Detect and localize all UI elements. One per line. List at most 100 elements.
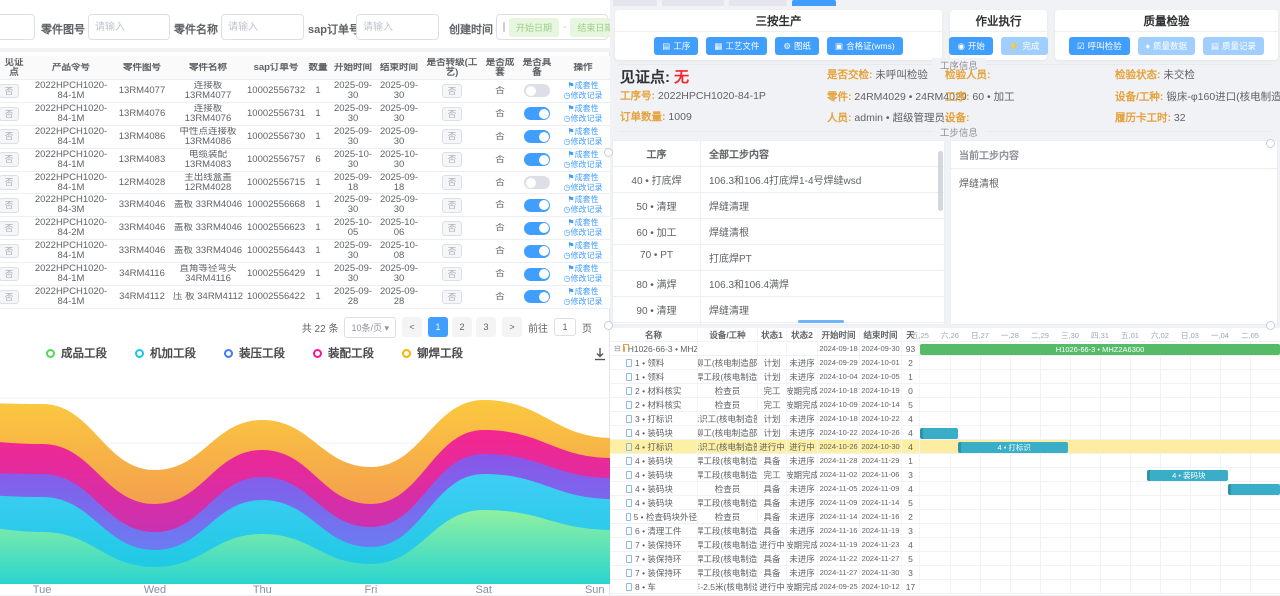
modify-record-link[interactable]: ◷修改记录 — [563, 228, 603, 238]
suite-link[interactable]: ⚑成套性 — [567, 218, 599, 228]
table-row[interactable]: 否 2022HPCH1020-84-3M 33RM4046 盖板 33RM4046 10… — [0, 194, 610, 218]
step-row[interactable]: 60 • 加工 焊缝清根 — [613, 219, 944, 245]
row-toggle[interactable] — [524, 130, 550, 144]
sap-order-input[interactable] — [356, 14, 439, 40]
gantt-row[interactable]: 5 • 检查码块外径 检查员 具备 未进序 2024-11-14 2024-11-16 2 — [610, 510, 1280, 524]
row-toggle[interactable] — [524, 176, 550, 189]
row-toggle[interactable] — [524, 267, 550, 281]
step-row[interactable]: 100 • 检查1-4号焊缝目视检查 — [613, 323, 944, 324]
legend-item[interactable]: 成品工段 — [46, 345, 107, 361]
part-name-input[interactable] — [221, 14, 304, 40]
gantt-row[interactable]: 7 • 装保持环 铆焊工段(核电制造部)具备未进序2024-11-222024-1… — [610, 552, 1280, 566]
table-row[interactable]: 否 2022HPCH1020-84-1M 13RM4076 连接板 13RM4076 1… — [0, 102, 610, 126]
prev-page-button[interactable]: < — [402, 317, 422, 337]
gantt-row[interactable]: 7 • 装保持环 铆焊工段(核电制造部)具备未进序2024-11-272024-1… — [610, 566, 1280, 580]
gantt-row[interactable]: 7 • 装保持环 铆焊工段(核电制造部)进行中按期完成2024-11-192024… — [610, 538, 1280, 552]
suite-link[interactable]: ⚑成套性 — [567, 286, 599, 296]
gantt-row[interactable]: 4 • 装码块 检查员 具备 未进序 2024-11-05 2024-11-09 4 — [610, 482, 1280, 496]
top-tab[interactable] — [662, 0, 724, 6]
modify-record-link[interactable]: ◷修改记录 — [563, 274, 603, 284]
modify-record-link[interactable]: ◷修改记录 — [563, 182, 603, 192]
suite-link[interactable]: ⚑成套性 — [567, 264, 599, 274]
end-date-placeholder[interactable]: 结束日期 — [570, 17, 621, 37]
legend-item[interactable]: 装配工段 — [313, 345, 374, 361]
modify-record-link[interactable]: ◷修改记录 — [563, 159, 603, 169]
modify-record-link[interactable]: ◷修改记录 — [563, 90, 603, 100]
page-button-3[interactable]: 3 — [476, 317, 496, 337]
create-time-range-picker[interactable]: 开始日期 - 结束日期 — [496, 14, 621, 40]
resize-handle[interactable] — [604, 321, 613, 330]
row-toggle[interactable] — [524, 107, 550, 121]
suite-link[interactable]: ⚑成套性 — [567, 103, 599, 113]
gantt-row[interactable]: 8 • 车 立车-2.5米(核电制造部)进行中按期完成2024-09-252024… — [610, 580, 1280, 594]
gantt-bar[interactable]: H1026-66-3 • MHZ2A6300 — [920, 343, 1280, 355]
gantt-row[interactable]: 4 • 装码块 铆工(核电制造部) 计划 未进序 2024-10-22 2024-10-2… — [610, 426, 1280, 440]
gantt-row[interactable]: 3 • 打标识 标识工(核电制造部)计划未进序2024-10-182024-10-… — [610, 412, 1280, 426]
table-row[interactable]: 否 2022HPCH1020-84-1M 33RM4046 盖板 33RM4046 10… — [0, 240, 610, 264]
suite-link[interactable]: ⚑成套性 — [567, 172, 599, 182]
gantt-bar[interactable]: 4 • 打标识 — [957, 441, 1068, 453]
part-drawing-input[interactable] — [88, 14, 170, 40]
gantt-row[interactable]: ⊟ H1026-66-3 • MHZ2A6300 2024-09-182024-09… — [610, 342, 1280, 356]
download-icon[interactable] — [592, 346, 608, 362]
table-row[interactable]: 否 2022HPCH1020-84-1M 13RM4086 中性点连接板 13RM40… — [0, 125, 610, 149]
gantt-row[interactable]: 4 • 装码块 铆焊工段(核电制造部)具备未进序2024-11-282024-11… — [610, 454, 1280, 468]
horizontal-scrollbar[interactable] — [798, 320, 844, 323]
suite-link[interactable]: ⚑成套性 — [567, 241, 599, 251]
next-page-button[interactable]: > — [502, 317, 522, 337]
cutoff-filter-input[interactable] — [0, 14, 35, 40]
modify-record-link[interactable]: ◷修改记录 — [563, 296, 603, 306]
table-row[interactable]: 否 2022HPCH1020-84-1M 13RM4077 连接板 13RM4077 1… — [0, 80, 610, 103]
resize-handle[interactable] — [1266, 321, 1275, 330]
gantt-bar[interactable]: 4 • 装码块 — [1146, 469, 1228, 481]
row-toggle[interactable] — [524, 198, 550, 212]
呼叫检验-button[interactable]: ☑ 呼叫检验 — [1068, 37, 1130, 55]
modify-record-link[interactable]: ◷修改记录 — [563, 113, 603, 123]
modify-record-link[interactable]: ◷修改记录 — [563, 205, 603, 215]
legend-item[interactable]: 装压工段 — [224, 345, 285, 361]
gantt-row[interactable]: 4 • 装码块 铆焊工段(核电制造部)完工按期完成2024-11-022024-1… — [610, 468, 1280, 482]
row-toggle[interactable] — [524, 84, 550, 98]
goto-page-input[interactable] — [554, 318, 576, 336]
row-toggle[interactable] — [524, 290, 550, 304]
gantt-row[interactable]: 1 • 领料 铆焊工段(核电制造部)计划未进序2024-10-042024-10-… — [610, 370, 1280, 384]
step-row[interactable]: 80 • 满焊 106.3和106.4满焊 — [613, 271, 944, 297]
table-row[interactable]: 否 2022HPCH1020-84-1M 12RM4028 主出线盒盖 12RM402… — [0, 171, 610, 195]
质量记录-button[interactable]: ▤ 质量记录 — [1202, 37, 1265, 55]
page-button-1[interactable]: 1 — [428, 317, 448, 337]
resize-handle[interactable] — [1266, 139, 1275, 148]
legend-item[interactable]: 机加工段 — [135, 345, 196, 361]
page-button-2[interactable]: 2 — [452, 317, 472, 337]
step-row[interactable]: 70 • PT 打底焊PT — [613, 245, 944, 271]
top-tab[interactable] — [613, 0, 657, 6]
checkbox-icon[interactable] — [503, 22, 505, 32]
table-row[interactable]: 否 2022HPCH1020-84-1M 34RM4112 压 板 34RM4112 1… — [0, 286, 610, 309]
table-row[interactable]: 否 2022HPCH1020-84-1M 34RM4116 直角等径弯头 34RM41… — [0, 263, 610, 287]
step-row[interactable]: 90 • 清理 焊缝清理 — [613, 297, 944, 323]
table-row[interactable]: 否 2022HPCH1020-84-2M 33RM4046 盖板 33RM4046 10… — [0, 217, 610, 241]
step-row[interactable]: 50 • 清理 焊缝清理 — [613, 193, 944, 219]
suite-link[interactable]: ⚑成套性 — [567, 126, 599, 136]
step-row[interactable]: 40 • 打底焊 106.3和106.4打底焊1-4号焊缝wsd — [613, 167, 944, 193]
top-tab[interactable] — [729, 0, 787, 6]
合格证(wms)-button[interactable]: ▣ 合格证(wms) — [827, 37, 903, 55]
row-toggle[interactable] — [524, 153, 550, 167]
vertical-scrollbar[interactable] — [938, 151, 943, 211]
start-date-placeholder[interactable]: 开始日期 — [509, 17, 560, 37]
图纸-button[interactable]: ⚙ 图纸 — [775, 37, 820, 55]
resize-handle[interactable] — [604, 148, 613, 157]
row-toggle[interactable] — [524, 221, 550, 235]
工艺文件-button[interactable]: ▦ 工艺文件 — [706, 37, 768, 55]
gantt-row[interactable]: 2 • 材料核实 检查员 完工 按期完成 2024-10-18 2024-10-19 0 — [610, 384, 1280, 398]
legend-item[interactable]: 铆焊工段 — [402, 345, 463, 361]
suite-link[interactable]: ⚑成套性 — [567, 80, 599, 90]
gantt-row[interactable]: 1 • 领料 铆工(核电制造部) 计划 未进序 2024-09-29 2024-10-01… — [610, 356, 1280, 370]
table-row[interactable]: 否 2022HPCH1020-84-1M 13RM4083 电缆装配 13RM4083… — [0, 148, 610, 172]
modify-record-link[interactable]: ◷修改记录 — [563, 136, 603, 146]
suite-link[interactable]: ⚑成套性 — [567, 195, 599, 205]
page-size-select[interactable]: 10条/页 ▾ — [344, 316, 396, 338]
top-tab-active[interactable] — [792, 0, 836, 6]
modify-record-link[interactable]: ◷修改记录 — [563, 251, 603, 261]
完成-button[interactable]: ⚡ 完成 — [1000, 37, 1048, 55]
gantt-row[interactable]: 6 • 清理工件 铆焊工段(核电制造部)具备未进序2024-11-162024-1… — [610, 524, 1280, 538]
